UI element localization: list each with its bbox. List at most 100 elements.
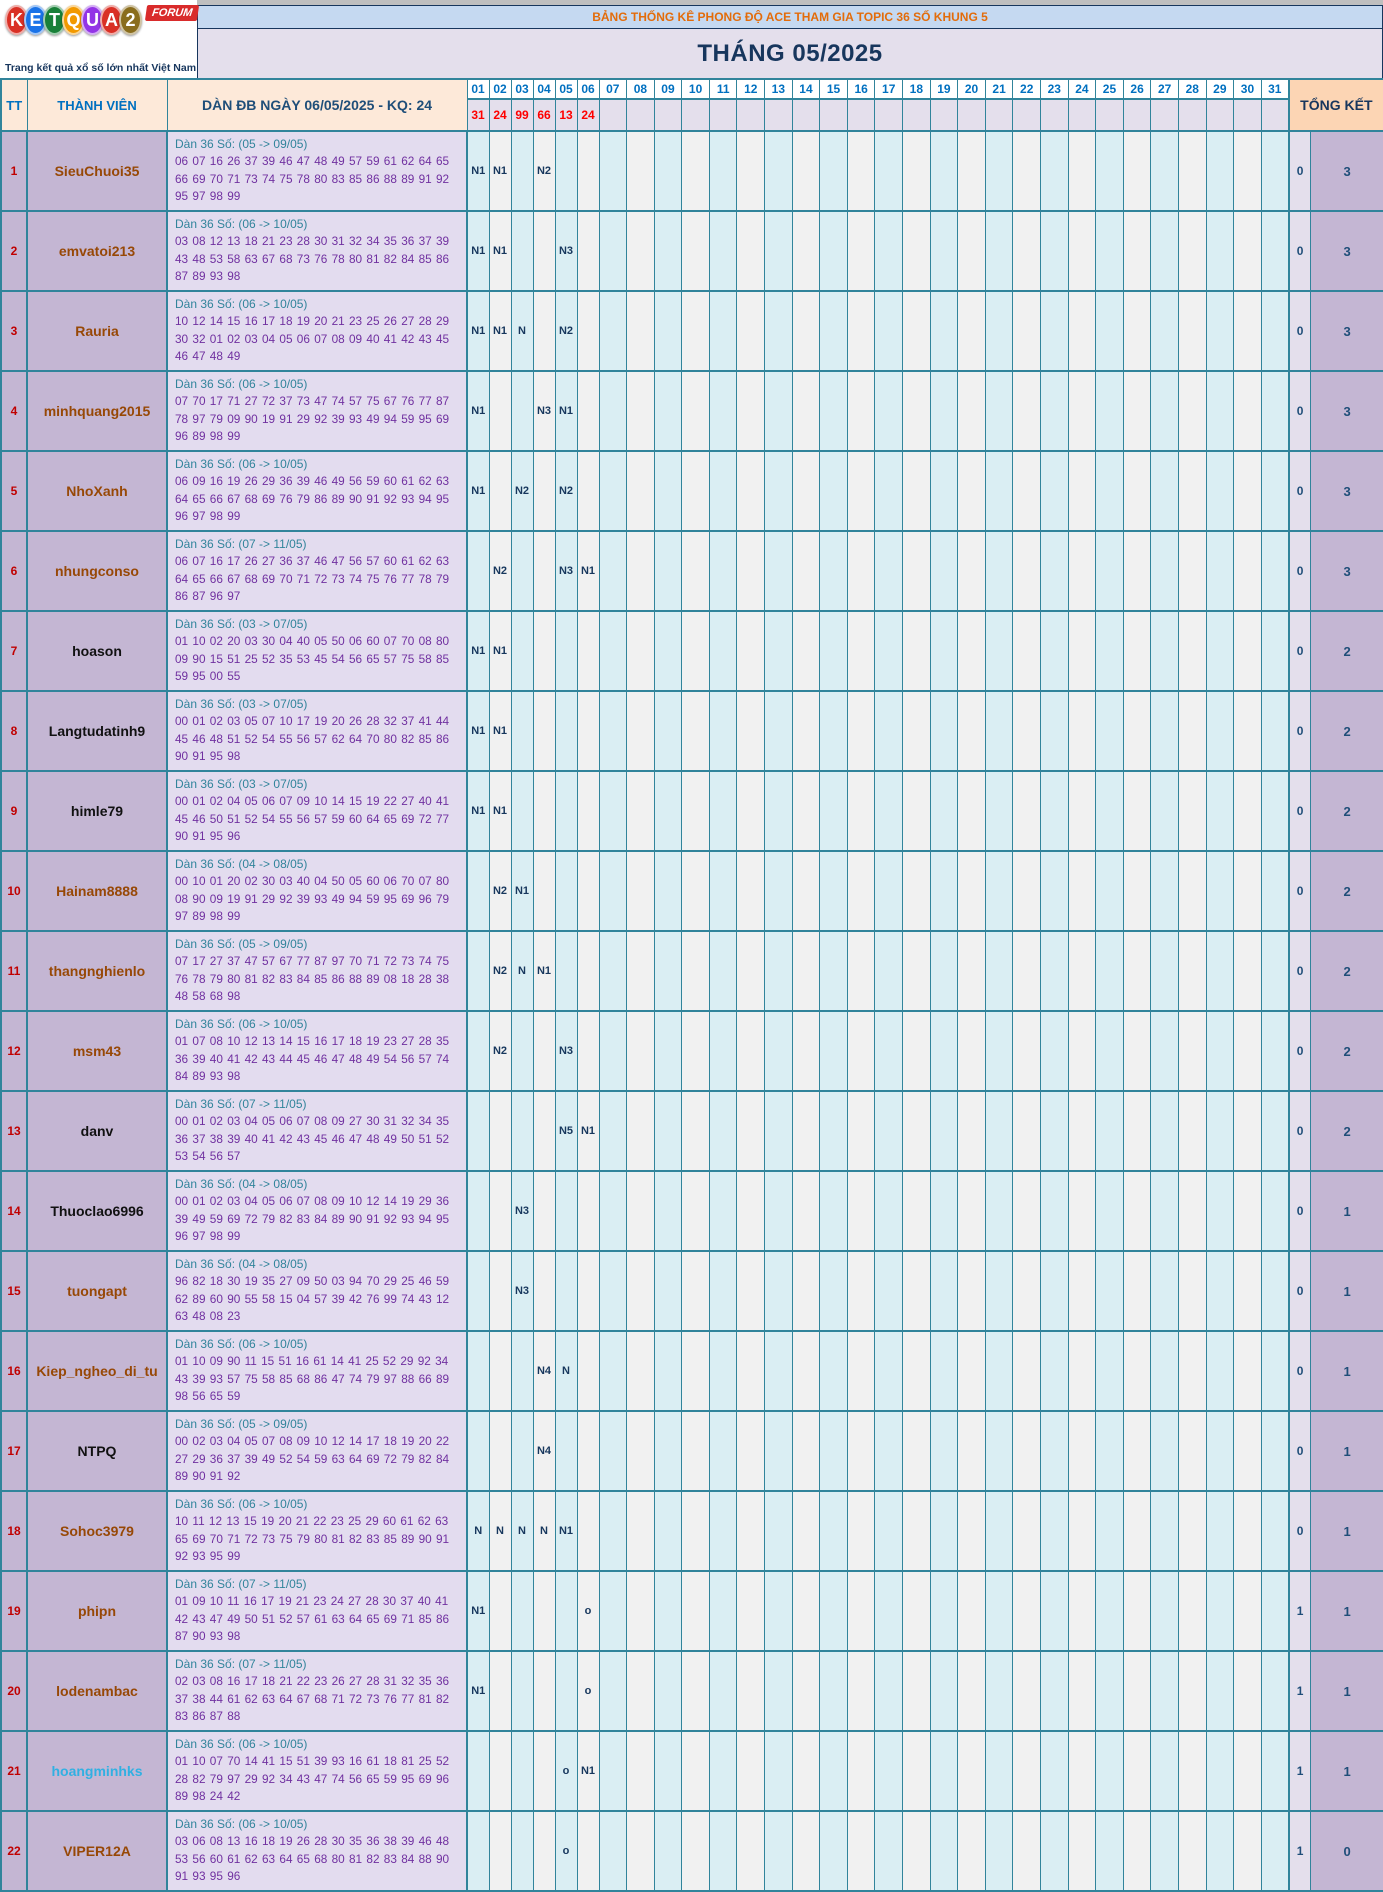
day-mark-12 — [736, 690, 766, 772]
day-mark-14 — [791, 1490, 821, 1572]
day-mark-03: N2 — [510, 450, 534, 532]
day-mark-14 — [791, 1650, 821, 1732]
day-mark-29 — [1205, 690, 1235, 772]
day-mark-11 — [708, 130, 738, 212]
day-header-05: 05 — [554, 78, 578, 100]
row-tt: 9 — [0, 770, 28, 852]
day-mark-17 — [874, 450, 904, 532]
member-row: 20 lodenambac Dàn 36 Số: (07 -> 11/05) 02 0… — [0, 1650, 1383, 1732]
day-mark-06 — [576, 1410, 600, 1492]
day-mark-29 — [1205, 290, 1235, 372]
member-row: 22 VIPER12A Dàn 36 Số: (06 -> 10/05) 03 06 … — [0, 1810, 1383, 1892]
day-mark-21 — [984, 1650, 1014, 1732]
member-name: nhungconso — [26, 530, 168, 612]
day-mark-23 — [1040, 530, 1069, 612]
dan-label: Dàn 36 Số: (04 -> 08/05) — [175, 1177, 308, 1191]
dan-cell: Dàn 36 Số: (06 -> 10/05) 10 11 12 13 15 1… — [166, 1490, 468, 1572]
day-mark-07 — [598, 290, 628, 372]
day-mark-26 — [1122, 1490, 1152, 1572]
day-mark-03 — [510, 1090, 534, 1172]
day-mark-10 — [681, 1250, 710, 1332]
day-mark-16 — [846, 610, 876, 692]
day-mark-31 — [1260, 1170, 1290, 1252]
dan-cell: Dàn 36 Số: (05 -> 09/05) 00 02 03 04 05 0… — [166, 1410, 468, 1492]
day-mark-12 — [736, 370, 766, 452]
day-mark-18 — [902, 1570, 931, 1652]
day-mark-05 — [554, 1250, 578, 1332]
day-mark-10 — [681, 450, 710, 532]
day-mark-27 — [1150, 530, 1179, 612]
day-header-16: 16 — [846, 78, 876, 100]
day-mark-08 — [626, 1650, 655, 1732]
day-mark-11 — [708, 770, 738, 852]
day-mark-22 — [1012, 1730, 1041, 1812]
day-mark-11 — [708, 450, 738, 532]
day-mark-11 — [708, 1650, 738, 1732]
member-row: 21 hoangminhks Dàn 36 Số: (06 -> 10/05) 01 … — [0, 1730, 1383, 1812]
day-header-01: 01 — [466, 78, 490, 100]
day-mark-01 — [466, 530, 490, 612]
day-mark-01: N1 — [466, 1570, 490, 1652]
day-mark-02: N1 — [488, 690, 512, 772]
day-mark-31 — [1260, 770, 1290, 852]
day-mark-07 — [598, 1090, 628, 1172]
day-mark-01: N1 — [466, 610, 490, 692]
day-mark-10 — [681, 1810, 710, 1892]
day-mark-03: N — [510, 1490, 534, 1572]
day-mark-27 — [1150, 770, 1179, 852]
day-mark-05: N2 — [554, 450, 578, 532]
day-mark-03 — [510, 1810, 534, 1892]
day-mark-11 — [708, 1410, 738, 1492]
day-mark-22 — [1012, 1650, 1041, 1732]
day-header-30: 30 — [1233, 78, 1262, 100]
day-mark-31 — [1260, 690, 1290, 772]
day-mark-24 — [1067, 1570, 1097, 1652]
day-mark-16 — [846, 770, 876, 852]
dan-numbers: 10 12 14 15 16 17 18 19 20 21 23 25 26 2… — [175, 314, 450, 364]
day-mark-06 — [576, 1330, 600, 1412]
day-mark-21 — [984, 1330, 1014, 1412]
day-mark-25 — [1095, 450, 1124, 532]
day-mark-19 — [929, 1330, 959, 1412]
day-mark-28 — [1177, 1010, 1207, 1092]
day-mark-19 — [929, 1090, 959, 1172]
dan-numbers: 01 10 09 90 11 15 51 16 61 14 41 25 52 2… — [175, 1354, 450, 1404]
day-mark-12 — [736, 1090, 766, 1172]
day-mark-26 — [1122, 1730, 1152, 1812]
dan-cell: Dàn 36 Số: (04 -> 08/05) 96 82 18 30 19 3… — [166, 1250, 468, 1332]
dan-numbers: 01 10 07 70 14 41 15 51 39 93 16 61 18 8… — [175, 1754, 450, 1804]
day-mark-22 — [1012, 690, 1041, 772]
day-result-12 — [736, 98, 766, 132]
day-mark-09 — [653, 1650, 683, 1732]
day-mark-31 — [1260, 530, 1290, 612]
day-mark-07 — [598, 930, 628, 1012]
day-mark-03 — [510, 1650, 534, 1732]
day-mark-14 — [791, 1570, 821, 1652]
day-result-07 — [598, 98, 628, 132]
member-name: Thuoclao6996 — [26, 1170, 168, 1252]
day-mark-31 — [1260, 450, 1290, 532]
day-header-27: 27 — [1150, 78, 1179, 100]
day-mark-21 — [984, 290, 1014, 372]
member-name: Langtudatinh9 — [26, 690, 168, 772]
day-mark-17 — [874, 210, 904, 292]
day-mark-24 — [1067, 770, 1097, 852]
day-mark-26 — [1122, 1410, 1152, 1492]
day-mark-08 — [626, 1410, 655, 1492]
day-mark-25 — [1095, 1490, 1124, 1572]
day-mark-13 — [764, 850, 793, 932]
day-mark-31 — [1260, 610, 1290, 692]
dan-label: Dàn 36 Số: (07 -> 11/05) — [175, 537, 307, 551]
day-mark-31 — [1260, 290, 1290, 372]
day-mark-27 — [1150, 1730, 1179, 1812]
member-row: 6 nhungconso Dàn 36 Số: (07 -> 11/05) 06 07… — [0, 530, 1383, 612]
day-mark-14 — [791, 210, 821, 292]
day-mark-29 — [1205, 1250, 1235, 1332]
dan-cell: Dàn 36 Số: (07 -> 11/05) 02 03 08 16 17 1… — [166, 1650, 468, 1732]
row-tt: 17 — [0, 1410, 28, 1492]
day-mark-18 — [902, 850, 931, 932]
day-mark-30 — [1233, 530, 1262, 612]
day-mark-29 — [1205, 850, 1235, 932]
dan-label: Dàn 36 Số: (06 -> 10/05) — [175, 457, 308, 471]
day-mark-04 — [532, 290, 556, 372]
